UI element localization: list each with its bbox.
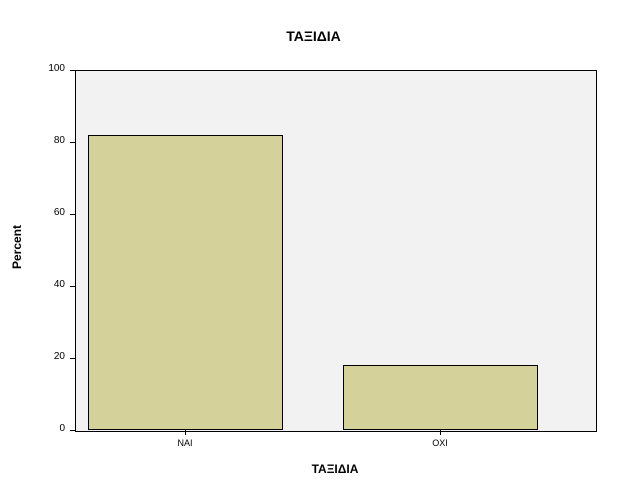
y-tick-mark: [70, 358, 75, 359]
x-tick-label: ΝΑΙ: [145, 438, 225, 448]
bar: [343, 365, 538, 430]
y-tick-label: 80: [35, 135, 65, 146]
x-tick-mark: [440, 430, 441, 435]
y-tick-label: 40: [35, 279, 65, 290]
x-tick-label: ΟΧΙ: [400, 438, 480, 448]
x-tick-mark: [185, 430, 186, 435]
y-tick-label: 60: [35, 207, 65, 218]
y-tick-mark: [70, 214, 75, 215]
x-axis-label: ΤΑΞΙΔΙΑ: [75, 462, 595, 476]
y-tick-label: 0: [35, 423, 65, 434]
chart-container: ΤΑΞΙΔΙΑ Percent ΤΑΞΙΔΙΑ 0 20 40 60 80 100 ΝΑΙ Ο…: [0, 0, 627, 502]
y-tick-label: 100: [35, 63, 65, 74]
y-tick-mark: [70, 430, 75, 431]
y-tick-mark: [70, 70, 75, 71]
y-axis-label: Percent: [10, 207, 24, 287]
bar: [88, 135, 283, 430]
y-tick-mark: [70, 286, 75, 287]
y-tick-mark: [70, 142, 75, 143]
chart-title: ΤΑΞΙΔΙΑ: [0, 28, 627, 44]
y-tick-label: 20: [35, 351, 65, 362]
